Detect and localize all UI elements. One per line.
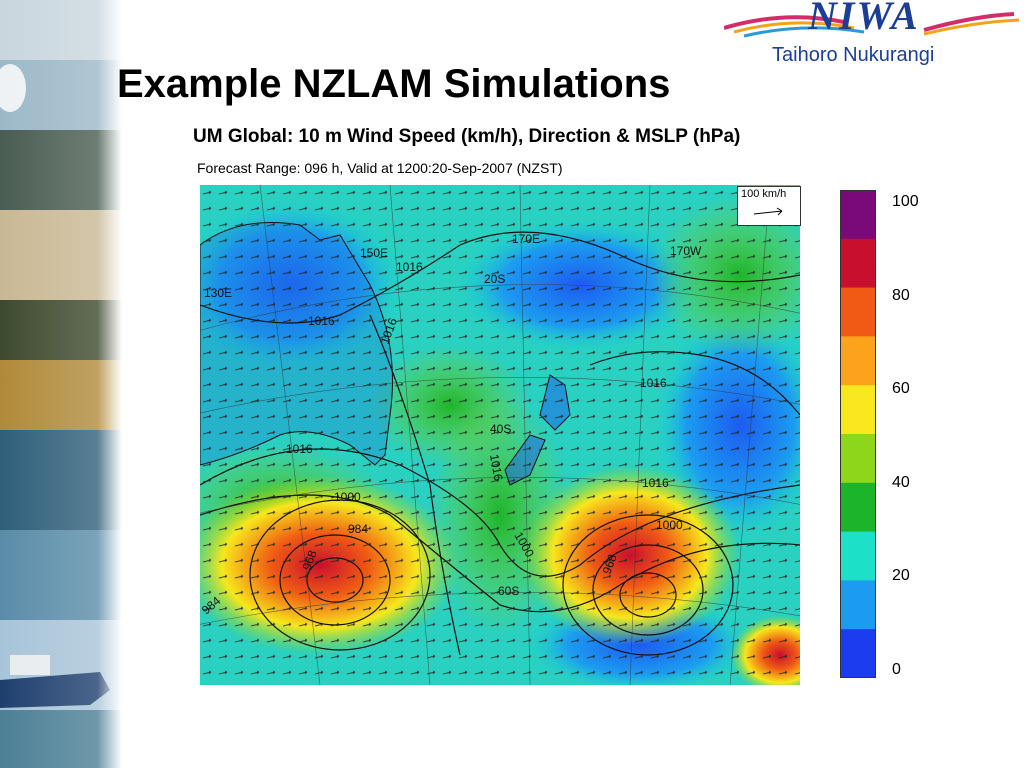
- colorbar-band: [840, 629, 876, 678]
- niwa-subtitle: Taihoro Nukurangi: [772, 44, 935, 66]
- isobar-label: 1016: [308, 314, 335, 328]
- lon-label-170e: 170E: [512, 232, 540, 246]
- isobar-label: 968: [300, 548, 320, 572]
- figure-title: UM Global: 10 m Wind Speed (km/h), Direc…: [193, 126, 741, 147]
- isobar-label: 1016: [642, 476, 669, 490]
- lon-label-170w: 170W: [670, 244, 702, 258]
- colorbar-tick-label: 100: [892, 193, 919, 210]
- colorbar-tick-label: 0: [892, 661, 901, 678]
- lat-label-60s: 60S: [498, 584, 519, 598]
- decorative-photo-strip: [0, 0, 122, 768]
- slide-title: Example NZLAM Simulations: [117, 62, 671, 106]
- colorbar-tick-label: 80: [892, 287, 910, 304]
- isobar-label: 1016: [396, 260, 423, 274]
- colorbar-band: [840, 482, 876, 533]
- lon-label-130e: 130E: [204, 286, 232, 300]
- isobar-label: 1016: [286, 442, 313, 456]
- wind-speed-map: 150E 170E 170W 130E 20S 40S 60S 1016 101…: [200, 185, 800, 685]
- colorbar-band: [840, 238, 876, 289]
- isobar-label: 1016: [640, 376, 667, 390]
- wind-vector-field: [200, 185, 800, 685]
- colorbar-tick-label: 20: [892, 567, 910, 584]
- isobar-label: 1000: [334, 490, 361, 504]
- colorbar-band: [840, 531, 876, 581]
- colorbar-band: [840, 434, 876, 484]
- colorbar-band: [840, 336, 876, 386]
- niwa-logo: [723, 0, 1024, 75]
- colorbar: [840, 190, 876, 678]
- isobar-label: 984: [348, 522, 368, 536]
- colorbar-border: [840, 190, 876, 678]
- isobar-label: 968: [600, 552, 620, 576]
- niwa-wordmark: NIWA: [808, 0, 920, 38]
- lat-label-20s: 20S: [484, 272, 505, 286]
- lon-label-150e: 150E: [360, 246, 388, 260]
- wind-scale-legend: 100 km/h: [737, 186, 801, 226]
- colorbar-band: [840, 385, 876, 435]
- colorbar-band: [840, 287, 876, 337]
- figure-subtitle: Forecast Range: 096 h, Valid at 1200:20-…: [197, 160, 563, 176]
- colorbar-band: [840, 580, 876, 630]
- wind-scale-arrow-icon: [753, 207, 783, 216]
- isobar-label: 1000: [656, 518, 683, 532]
- lat-label-40s: 40S: [490, 422, 511, 436]
- colorbar-band: [840, 190, 876, 240]
- colorbar-tick-label: 40: [892, 474, 910, 491]
- colorbar-tick-label: 60: [892, 380, 910, 397]
- wind-scale-label: 100 km/h: [741, 188, 787, 200]
- isobar-label: 1016: [487, 453, 505, 482]
